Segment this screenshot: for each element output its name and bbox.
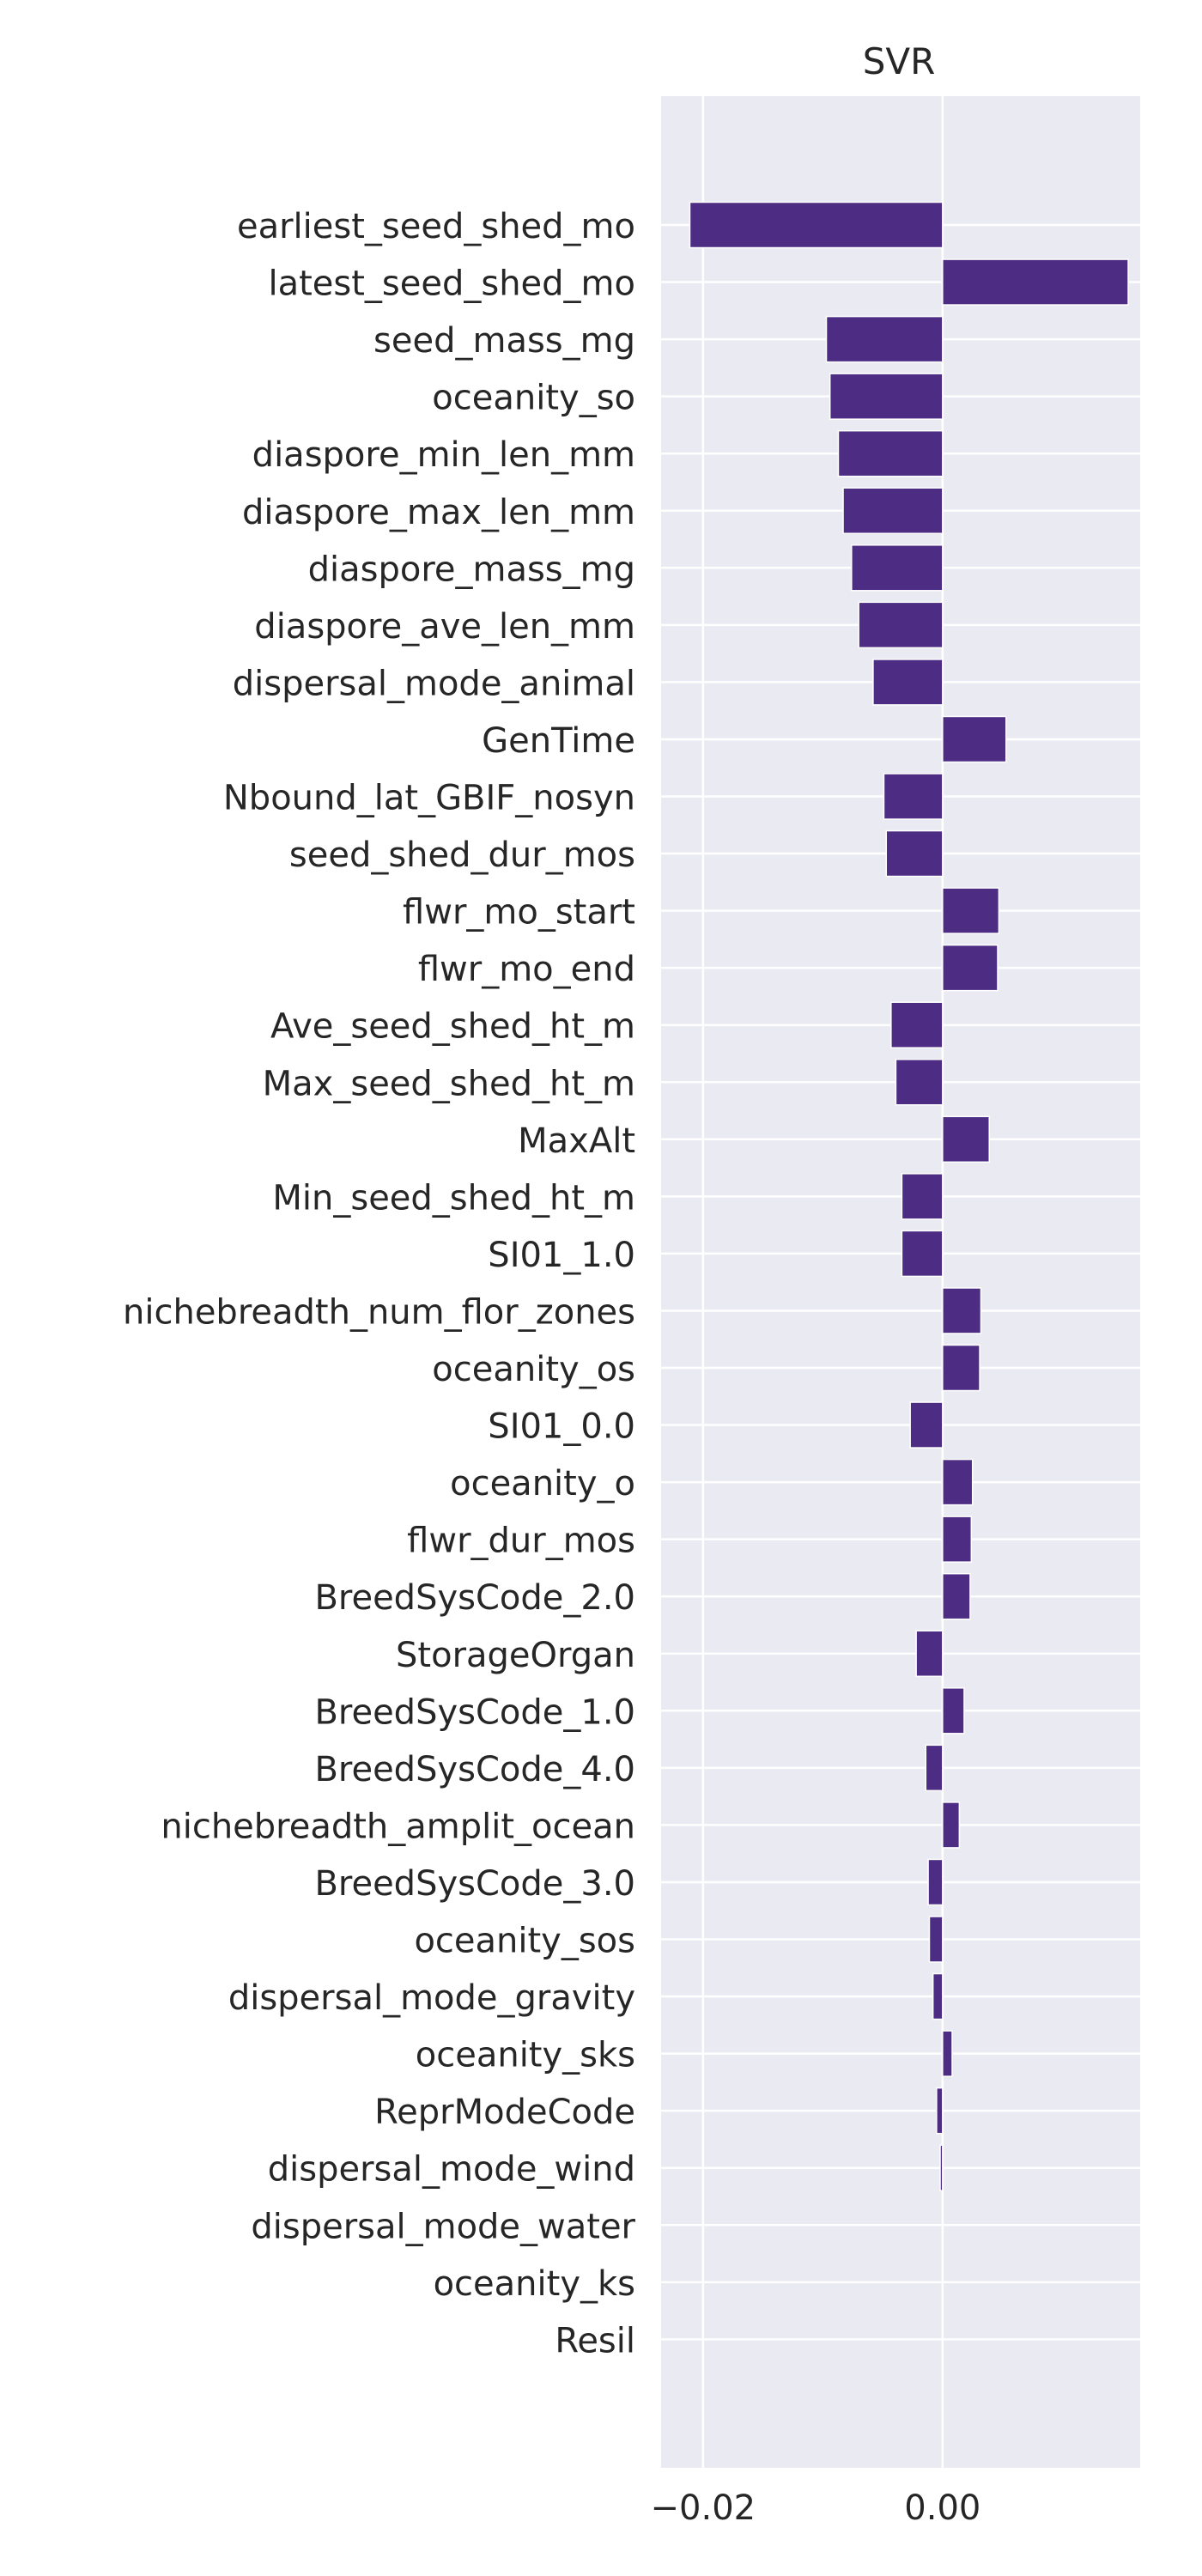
y-tick-label: oceanity_os	[432, 1350, 635, 1389]
bar	[942, 1801, 961, 1849]
bar	[942, 1115, 990, 1163]
y-tick-label: nichebreadth_amplit_ocean	[161, 1807, 635, 1846]
bar	[936, 2087, 944, 2135]
bar	[829, 373, 944, 420]
y-tick-label: seed_shed_dur_mos	[289, 835, 635, 875]
bar	[942, 1687, 965, 1735]
y-tick-label: diaspore_min_len_mm	[252, 435, 635, 475]
bar	[942, 1344, 980, 1392]
x-tick-label: 0.00	[904, 2488, 980, 2528]
bar	[842, 487, 944, 534]
y-tick-label: oceanity_so	[432, 379, 635, 418]
y-tick-label: SI01_0.0	[488, 1407, 635, 1447]
y-tick-label: earliest_seed_shed_mo	[237, 207, 635, 246]
bar	[689, 201, 944, 249]
y-tick-label: dispersal_mode_wind	[268, 2150, 635, 2190]
y-tick-label: BreedSysCode_3.0	[314, 1864, 635, 1904]
y-tick-label: flwr_mo_end	[418, 950, 635, 989]
y-tick-label: Nbound_lat_GBIF_nosyn	[223, 779, 635, 818]
bar	[942, 1572, 971, 1620]
y-tick-label: MaxAlt	[518, 1121, 635, 1161]
y-tick-label: dispersal_mode_gravity	[228, 1978, 635, 2018]
y-tick-label: dispersal_mode_water	[251, 2207, 635, 2246]
bar	[872, 659, 944, 706]
chart-title: SVR	[863, 40, 936, 82]
y-tick-label: BreedSysCode_2.0	[314, 1578, 635, 1618]
bar	[942, 887, 1000, 934]
y-tick-label: oceanity_ks	[434, 2264, 635, 2304]
bar	[901, 1230, 944, 1278]
y-tick-label: BreedSysCode_4.0	[314, 1750, 635, 1789]
bar	[890, 1001, 944, 1048]
y-tick-label: SI01_1.0	[488, 1236, 635, 1275]
bar	[825, 315, 944, 363]
bar	[928, 1916, 944, 1963]
bar	[885, 829, 944, 878]
y-tick-label: StorageOrgan	[396, 1636, 635, 1675]
y-tick-label: Resil	[555, 2321, 635, 2360]
bar	[925, 1744, 944, 1792]
x-tick-labels: −0.02 0.00	[651, 2488, 981, 2528]
bar	[927, 1858, 944, 1906]
y-tick-label: diaspore_max_len_mm	[242, 493, 635, 532]
y-tick-label: dispersal_mode_animal	[233, 664, 635, 703]
bar	[901, 1173, 944, 1220]
bar	[942, 944, 999, 992]
bar	[942, 715, 1007, 763]
bar	[837, 429, 944, 477]
bar	[883, 773, 944, 820]
bar	[942, 1516, 973, 1563]
y-tick-label: seed_mass_mg	[373, 321, 635, 361]
bar	[909, 1401, 944, 1449]
y-tick-label: diaspore_ave_len_mm	[254, 607, 635, 647]
y-tick-label: Ave_seed_shed_ht_m	[270, 1007, 635, 1047]
y-tick-label: BreedSysCode_1.0	[314, 1692, 635, 1732]
bar	[915, 1630, 944, 1677]
bar	[942, 1458, 974, 1506]
y-tick-label: Min_seed_shed_ht_m	[272, 1178, 635, 1218]
bar	[942, 258, 1129, 306]
x-tick-label: −0.02	[651, 2488, 756, 2528]
y-tick-label: nichebreadth_num_flor_zones	[123, 1292, 635, 1332]
y-tick-label: oceanity_sks	[416, 2036, 635, 2075]
y-tick-label: flwr_dur_mos	[407, 1522, 635, 1561]
y-tick-label: oceanity_o	[450, 1464, 635, 1504]
bar	[895, 1059, 944, 1106]
bar	[942, 1287, 982, 1334]
bar	[858, 601, 944, 649]
y-tick-label: GenTime	[482, 721, 635, 761]
y-tick-labels: earliest_seed_shed_mo latest_seed_shed_mo…	[123, 207, 636, 2360]
y-tick-label: Max_seed_shed_ht_m	[263, 1064, 635, 1103]
y-tick-label: latest_seed_shed_mo	[268, 264, 635, 304]
bar	[939, 2144, 944, 2191]
bar	[942, 2030, 953, 2077]
y-tick-label: flwr_mo_start	[403, 893, 635, 933]
bar	[851, 544, 944, 592]
y-tick-label: diaspore_mass_mg	[308, 550, 635, 589]
bars	[689, 201, 1129, 2191]
y-tick-label: ReprModeCode	[374, 2093, 635, 2132]
y-tick-label: oceanity_sos	[414, 1922, 635, 1961]
bar	[932, 1972, 944, 2020]
